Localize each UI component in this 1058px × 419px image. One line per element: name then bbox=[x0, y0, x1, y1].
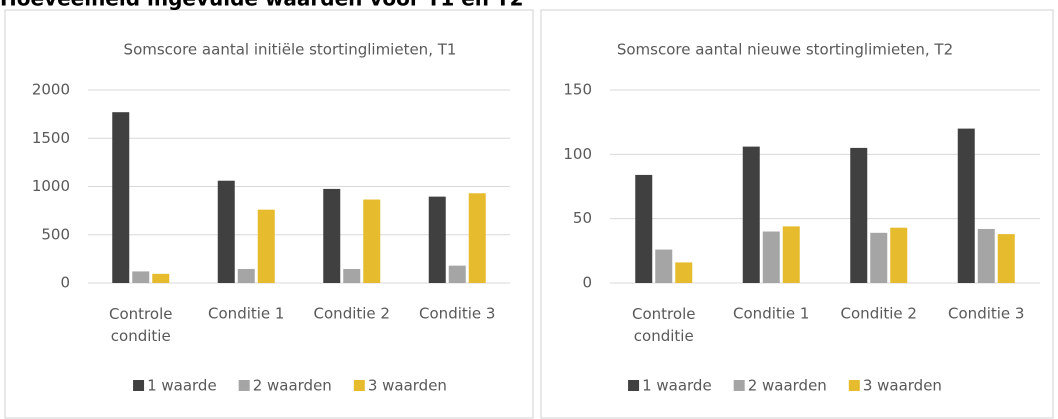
y-tick-label: 1000 bbox=[32, 177, 70, 195]
bar bbox=[323, 188, 341, 283]
x-tick-label: Conditie 3 bbox=[419, 305, 495, 323]
bar bbox=[977, 228, 995, 283]
y-tick-label: 50 bbox=[573, 209, 592, 227]
y-tick-label: 0 bbox=[60, 274, 70, 292]
legend-label: 2 waarden bbox=[253, 377, 332, 395]
x-tick-label: Conditie 1 bbox=[733, 305, 809, 323]
legend-label: 3 waarden bbox=[368, 377, 447, 395]
chart-title: Somscore aantal nieuwe stortinglimieten,… bbox=[617, 41, 953, 59]
legend-swatch bbox=[848, 380, 860, 391]
bar bbox=[152, 273, 170, 283]
bar bbox=[742, 146, 760, 283]
bar bbox=[448, 265, 466, 283]
bar bbox=[997, 234, 1015, 283]
legend-label: 3 waarden bbox=[863, 377, 942, 395]
bar bbox=[675, 262, 693, 283]
bar bbox=[762, 231, 780, 283]
y-tick-label: 1500 bbox=[32, 129, 70, 147]
legend-swatch bbox=[628, 380, 640, 391]
y-tick-label: 150 bbox=[563, 81, 592, 99]
bar bbox=[850, 147, 868, 283]
y-tick-label: 0 bbox=[582, 274, 592, 292]
legend-swatch bbox=[133, 380, 145, 391]
bar bbox=[343, 269, 361, 283]
bar bbox=[635, 174, 653, 283]
x-tick-label: Controle conditie bbox=[632, 305, 695, 345]
y-tick-label: 100 bbox=[563, 145, 592, 163]
bar bbox=[257, 209, 275, 283]
legend-label: 1 waarde bbox=[147, 377, 217, 395]
y-tick-label: 500 bbox=[41, 225, 70, 243]
x-tick-label: Conditie 2 bbox=[314, 305, 390, 323]
legend-label: 1 waarde bbox=[642, 377, 712, 395]
bar bbox=[782, 226, 800, 283]
bar bbox=[957, 128, 975, 283]
bar bbox=[428, 196, 446, 283]
bar bbox=[655, 249, 673, 283]
legend-swatch bbox=[733, 380, 745, 391]
bar bbox=[112, 112, 130, 283]
chart-title: Somscore aantal initiële stortinglimiete… bbox=[124, 41, 457, 59]
bar bbox=[890, 227, 908, 283]
bar bbox=[217, 180, 235, 283]
y-tick-label: 2000 bbox=[32, 81, 70, 99]
bar bbox=[870, 232, 888, 283]
legend-swatch bbox=[238, 380, 250, 391]
x-tick-label: Controle conditie bbox=[109, 305, 172, 345]
x-tick-label: Conditie 1 bbox=[208, 305, 284, 323]
page-title: Hoeveelheid ingevulde waarden voor T1 en… bbox=[0, 0, 524, 11]
legend-label: 2 waarden bbox=[748, 377, 827, 395]
bar bbox=[363, 199, 381, 283]
bar bbox=[468, 193, 486, 283]
bar bbox=[237, 269, 255, 283]
legend-swatch bbox=[353, 380, 365, 391]
bar bbox=[132, 271, 150, 283]
x-tick-label: Conditie 3 bbox=[948, 305, 1024, 323]
panel-border bbox=[540, 9, 1054, 419]
x-tick-label: Conditie 2 bbox=[841, 305, 917, 323]
